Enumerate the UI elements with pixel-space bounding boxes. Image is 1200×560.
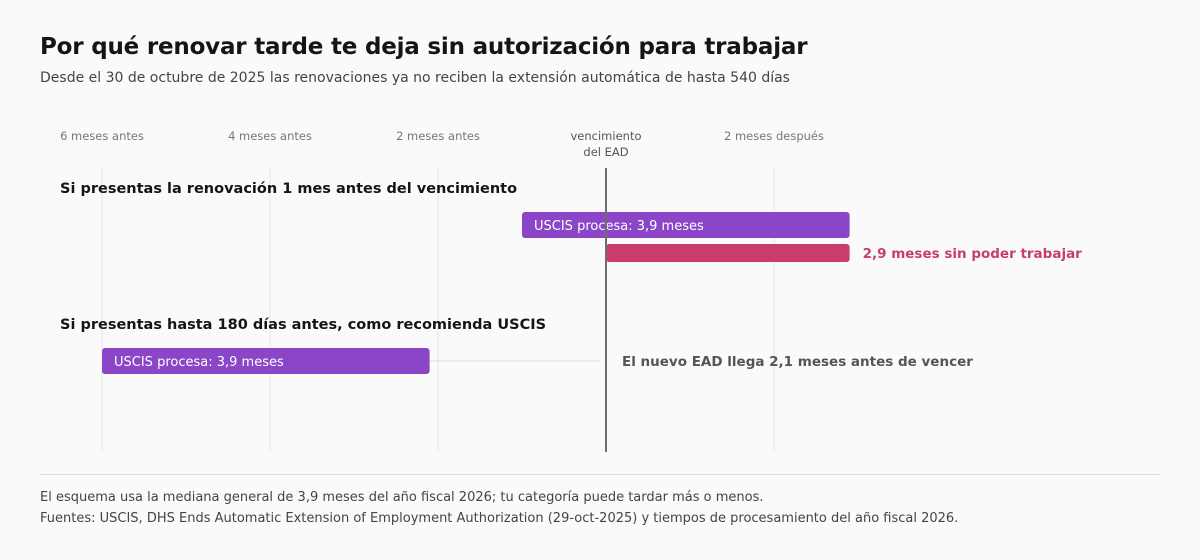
tick-label: 6 meses antes: [60, 129, 144, 143]
tick-label-line: vencimiento: [571, 129, 642, 143]
tick-label: 4 meses antes: [228, 129, 312, 143]
processing-bar: [522, 212, 850, 238]
chart-title: Por qué renovar tarde te deja sin autori…: [40, 34, 808, 60]
bar-label: USCIS procesa: 3,9 meses: [534, 219, 704, 234]
footer-note: El esquema usa la mediana general de 3,9…: [40, 490, 764, 505]
tick-label: vencimiento del EAD: [571, 129, 642, 159]
footer-sources: Fuentes: USCIS, DHS Ends Automatic Exten…: [40, 511, 959, 526]
annotation-label: El nuevo EAD llega 2,1 meses antes de ve…: [622, 354, 973, 370]
tick-label: 2 meses después: [724, 129, 824, 143]
chart-subtitle: Desde el 30 de octubre de 2025 las renov…: [40, 70, 790, 86]
bar-label: USCIS procesa: 3,9 meses: [114, 355, 284, 370]
tick-label: 2 meses antes: [396, 129, 480, 143]
footer-divider: [40, 474, 1160, 475]
timeline-chart: 6 meses antes 4 meses antes 2 meses antes v…: [60, 129, 1083, 452]
processing-bar: [102, 348, 430, 374]
gap-bar: [606, 244, 850, 262]
gap-label: 2,9 meses sin poder trabajar: [863, 246, 1083, 262]
tick-label-line: del EAD: [583, 145, 628, 159]
scenario-heading: Si presentas hasta 180 días antes, como …: [60, 317, 546, 333]
scenario-heading: Si presentas la renovación 1 mes antes d…: [60, 181, 517, 197]
